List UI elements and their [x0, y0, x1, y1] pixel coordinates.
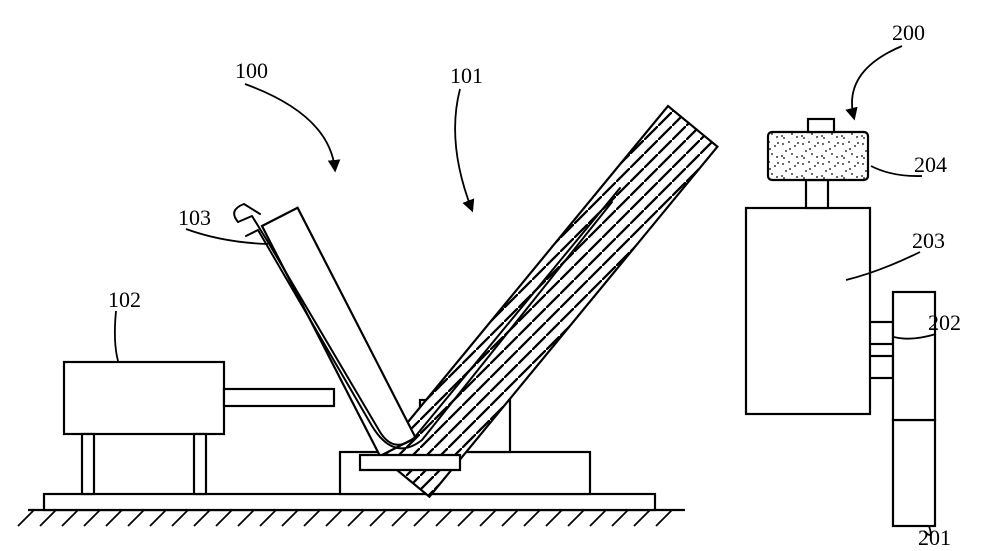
label-202: 202	[928, 310, 961, 335]
callout-leader	[115, 311, 118, 361]
callout-arrow	[455, 89, 472, 210]
label-200: 200	[892, 20, 925, 45]
grinding-stone-204	[768, 132, 868, 180]
base-201	[893, 420, 935, 526]
label-102: 102	[108, 287, 141, 312]
label-201: 201	[918, 525, 951, 550]
callout-arrow	[852, 46, 902, 118]
label-203: 203	[912, 228, 945, 253]
label-204: 204	[914, 152, 947, 177]
label-101: 101	[450, 63, 483, 88]
v-arm-right	[380, 106, 717, 497]
label-103: 103	[178, 205, 211, 230]
label-100: 100	[235, 58, 268, 83]
callout-arrow	[245, 84, 335, 170]
slide-rail	[44, 494, 655, 510]
motor-shaft	[224, 389, 334, 406]
body-203	[746, 208, 870, 414]
motor-102	[64, 362, 224, 434]
v-arm-left	[262, 208, 416, 456]
